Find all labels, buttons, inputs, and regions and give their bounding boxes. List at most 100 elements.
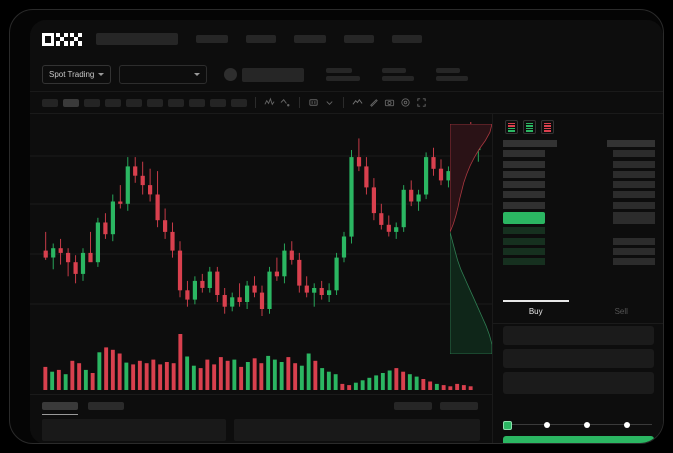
template-icon[interactable] [308, 97, 319, 108]
price-chart[interactable] [30, 114, 492, 394]
volume-series [43, 334, 473, 390]
timeframe-chip-6[interactable] [147, 98, 163, 107]
market-stat-2 [382, 68, 415, 81]
timeframe-chip-4[interactable] [105, 98, 121, 107]
chart-gridlines [30, 155, 492, 305]
nav-item-4[interactable] [344, 35, 374, 43]
toolbar-divider [255, 97, 256, 108]
timeframe-chip-3[interactable] [84, 98, 100, 107]
orderbook-last-price-row [503, 212, 655, 225]
toolbar-divider [343, 97, 344, 108]
orderbook-mode-bids-icon[interactable] [523, 120, 536, 134]
orders-panel [30, 394, 492, 443]
slider-stop-2[interactable] [544, 422, 550, 428]
nav-item-2[interactable] [246, 35, 276, 43]
order-side-tabs: Buy Sell [493, 300, 663, 324]
chevron-down-icon [194, 73, 201, 76]
orderbook-bid-row[interactable] [503, 258, 655, 266]
orders-block-2 [234, 419, 480, 441]
orders-action-1[interactable] [394, 402, 432, 410]
candlestick-plot [30, 122, 492, 316]
orderbook-ask-row[interactable] [503, 191, 655, 199]
nav-item-3[interactable] [294, 35, 326, 43]
top-navigation-bar [30, 20, 663, 58]
fullscreen-icon[interactable] [416, 97, 427, 108]
orderbook-mode-switcher [493, 114, 663, 138]
timeframe-chip-5[interactable] [126, 98, 142, 107]
okx-logo-icon[interactable] [42, 32, 82, 46]
orders-actions [394, 402, 492, 410]
orders-content [30, 410, 492, 441]
logo-o-icon [42, 32, 54, 46]
orderbook-bid-row[interactable] [503, 247, 655, 255]
volume-plot [43, 334, 473, 390]
tab-sell[interactable]: Sell [579, 300, 664, 323]
nav-item-1[interactable] [196, 35, 228, 43]
timeframe-chip-1[interactable] [42, 98, 58, 107]
orderbook-panel: Buy Sell [492, 114, 663, 443]
order-amount-field[interactable] [503, 349, 654, 368]
slider-track [507, 424, 652, 425]
depth-bid-area [450, 231, 492, 354]
slider-stop-1[interactable] [503, 420, 512, 430]
market-bar: Spot Trading [30, 58, 663, 92]
search-input[interactable] [96, 33, 178, 45]
orderbook-mode-both-icon[interactable] [505, 120, 518, 134]
trading-mode-label: Spot Trading [49, 70, 95, 79]
order-total-field[interactable] [503, 372, 654, 394]
drawing-tool-icon[interactable] [368, 97, 379, 108]
orderbook-ask-row[interactable] [503, 201, 655, 209]
trading-app-screen: Spot Trading [30, 20, 663, 443]
line-chart-icon[interactable] [352, 97, 363, 108]
orderbook-rows[interactable] [493, 138, 663, 266]
orderbook-ask-row[interactable] [503, 150, 655, 158]
camera-icon[interactable] [384, 97, 395, 108]
orderbook-ask-row[interactable] [503, 170, 655, 178]
slider-stop-4[interactable] [624, 422, 630, 428]
pair-selector-dropdown[interactable] [119, 65, 208, 84]
orderbook-header-row [503, 140, 655, 147]
nav-item-5[interactable] [392, 35, 422, 43]
tab-buy-label: Buy [528, 307, 543, 316]
timeframe-chip-10[interactable] [231, 98, 247, 107]
candle-series [43, 122, 481, 316]
tab-open-orders[interactable] [42, 402, 78, 415]
pair-name-label [242, 67, 305, 82]
timeframe-chip-2[interactable] [63, 98, 79, 107]
trading-mode-dropdown[interactable]: Spot Trading [42, 65, 112, 84]
market-stat-1 [326, 68, 361, 81]
chart-toolbar [30, 92, 663, 114]
orders-tabs [30, 395, 492, 415]
orders-block-1 [42, 419, 227, 441]
order-form [493, 326, 663, 398]
toolbar-divider [299, 97, 300, 108]
slider-stop-3[interactable] [584, 422, 590, 428]
timeframe-chip-7[interactable] [168, 98, 184, 107]
order-price-field[interactable] [503, 326, 654, 345]
chevron-down-icon [98, 73, 105, 76]
orderbook-bid-row[interactable] [503, 227, 655, 235]
logo-k-icon [56, 32, 68, 46]
tab-sell-label: Sell [614, 307, 628, 316]
orderbook-mode-asks-icon[interactable] [541, 120, 554, 134]
compare-icon[interactable] [280, 97, 291, 108]
orderbook-ask-row[interactable] [503, 160, 655, 168]
settings-icon[interactable] [400, 97, 411, 108]
orderbook-ask-row[interactable] [503, 181, 655, 189]
amount-percent-slider[interactable] [503, 419, 654, 431]
tab-order-history[interactable] [88, 402, 124, 410]
depth-ask-area [450, 124, 492, 233]
orders-action-2[interactable] [440, 402, 478, 410]
tab-buy[interactable]: Buy [493, 300, 579, 323]
timeframe-chip-9[interactable] [210, 98, 226, 107]
depth-chart-overlay [450, 124, 492, 354]
timeframe-chip-8[interactable] [189, 98, 205, 107]
logo-x-icon [70, 32, 82, 46]
coin-avatar [224, 68, 238, 81]
indicator-icon[interactable] [264, 97, 275, 108]
device-bezel: Spot Trading [9, 9, 664, 444]
chevron-down-icon[interactable] [324, 97, 335, 108]
orderbook-bid-row[interactable] [503, 237, 655, 245]
place-buy-order-button[interactable] [503, 436, 654, 443]
